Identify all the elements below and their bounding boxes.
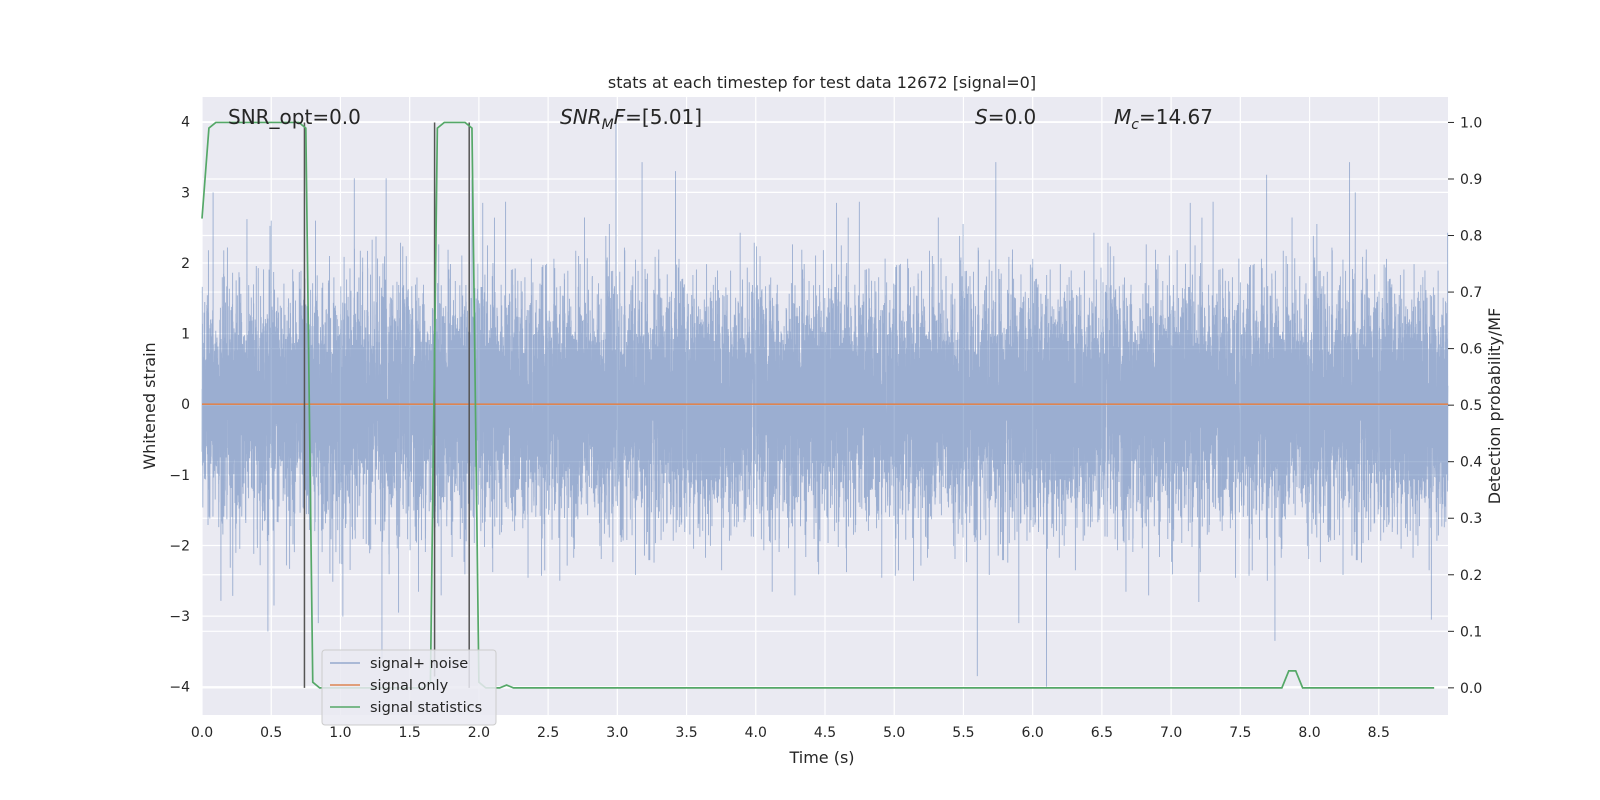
y-tick-label: −3 bbox=[169, 609, 190, 625]
snr-mf-main: SNR bbox=[560, 105, 602, 129]
s-value: =0.0 bbox=[988, 105, 1037, 129]
x-tick-label: 8.5 bbox=[1368, 725, 1390, 741]
y2-axis-label: Detection probability/MF bbox=[1485, 308, 1504, 505]
x-tick-label: 4.0 bbox=[745, 725, 767, 741]
snr-mf-annotation: SNRMF=[5.01] bbox=[560, 105, 702, 133]
x-tick-label: 3.5 bbox=[675, 725, 697, 741]
snr-mf-subscript: M bbox=[602, 117, 614, 133]
series-signal-noise bbox=[201, 114, 1449, 687]
mc-value: =14.67 bbox=[1139, 105, 1213, 129]
mc-subscript: c bbox=[1131, 117, 1139, 133]
y2-tick-label: 0.9 bbox=[1460, 172, 1482, 188]
x-tick-label: 3.0 bbox=[606, 725, 628, 741]
y-tick-label: −2 bbox=[169, 538, 190, 554]
y-axis-ticks: 4 3 2 1 0 −1 −2 −3 −4 bbox=[169, 115, 190, 696]
y2-tick-label: 0.2 bbox=[1460, 568, 1482, 584]
mc-annotation: Mc=14.67 bbox=[1114, 105, 1213, 133]
y2-tick-label: 0.6 bbox=[1460, 342, 1482, 358]
mc-var: M bbox=[1114, 105, 1131, 129]
x-tick-label: 5.0 bbox=[883, 725, 905, 741]
y-tick-label: −4 bbox=[169, 680, 190, 696]
s-var: S bbox=[975, 105, 988, 129]
y-tick-label: 4 bbox=[181, 115, 190, 131]
x-tick-label: 7.5 bbox=[1229, 725, 1251, 741]
y2-axis-ticks: 1.0 0.9 0.8 0.7 0.6 0.5 0.4 0.3 0.2 0.1 0.0 bbox=[1448, 115, 1482, 697]
legend: signal+ noise signal only signal statist… bbox=[321, 649, 497, 726]
x-tick-label: 5.5 bbox=[952, 725, 974, 741]
legend-box bbox=[321, 649, 497, 726]
x-tick-label: 7.0 bbox=[1160, 725, 1182, 741]
snr-opt-annotation: SNR_opt=0.0 bbox=[228, 105, 361, 129]
chart-title: stats at each timestep for test data 126… bbox=[608, 73, 1036, 92]
x-tick-label: 2.0 bbox=[468, 725, 490, 741]
y2-tick-label: 1.0 bbox=[1460, 115, 1482, 131]
y-tick-label: 1 bbox=[181, 327, 190, 343]
y2-tick-label: 0.7 bbox=[1460, 285, 1482, 301]
legend-label-signal-statistics: signal statistics bbox=[370, 700, 482, 716]
x-tick-label: 6.5 bbox=[1091, 725, 1113, 741]
y2-tick-label: 0.1 bbox=[1460, 624, 1482, 640]
y2-tick-label: 0.0 bbox=[1460, 681, 1482, 697]
y2-tick-label: 0.8 bbox=[1460, 229, 1482, 245]
x-tick-label: 8.0 bbox=[1298, 725, 1320, 741]
x-tick-label: 0.0 bbox=[191, 725, 213, 741]
snr-mf-tail: F bbox=[614, 105, 626, 129]
s-annotation: S=0.0 bbox=[975, 105, 1036, 129]
x-axis-label: Time (s) bbox=[788, 748, 854, 767]
x-tick-label: 1.5 bbox=[399, 725, 421, 741]
x-tick-label: 0.5 bbox=[260, 725, 282, 741]
snr-mf-value: =[5.01] bbox=[625, 105, 702, 129]
x-axis-ticks: 0.0 0.5 1.0 1.5 2.0 2.5 3.0 3.5 4.0 4.5 5.0 5.5 6.0 6… bbox=[191, 725, 1390, 741]
x-tick-label: 6.0 bbox=[1022, 725, 1044, 741]
x-tick-label: 2.5 bbox=[537, 725, 559, 741]
y2-tick-label: 0.5 bbox=[1460, 398, 1482, 414]
legend-label-signal-only: signal only bbox=[370, 678, 449, 694]
y2-tick-label: 0.4 bbox=[1460, 455, 1482, 471]
legend-label-signal-noise: signal+ noise bbox=[370, 656, 468, 672]
y2-tick-label: 0.3 bbox=[1460, 511, 1482, 527]
y-tick-label: 2 bbox=[181, 256, 190, 272]
x-tick-label: 1.0 bbox=[329, 725, 351, 741]
y-tick-label: −1 bbox=[169, 468, 190, 484]
y-tick-label: 3 bbox=[181, 185, 190, 201]
x-tick-label: 4.5 bbox=[814, 725, 836, 741]
y-tick-label: 0 bbox=[181, 397, 190, 413]
y-axis-label: Whitened strain bbox=[140, 342, 159, 469]
